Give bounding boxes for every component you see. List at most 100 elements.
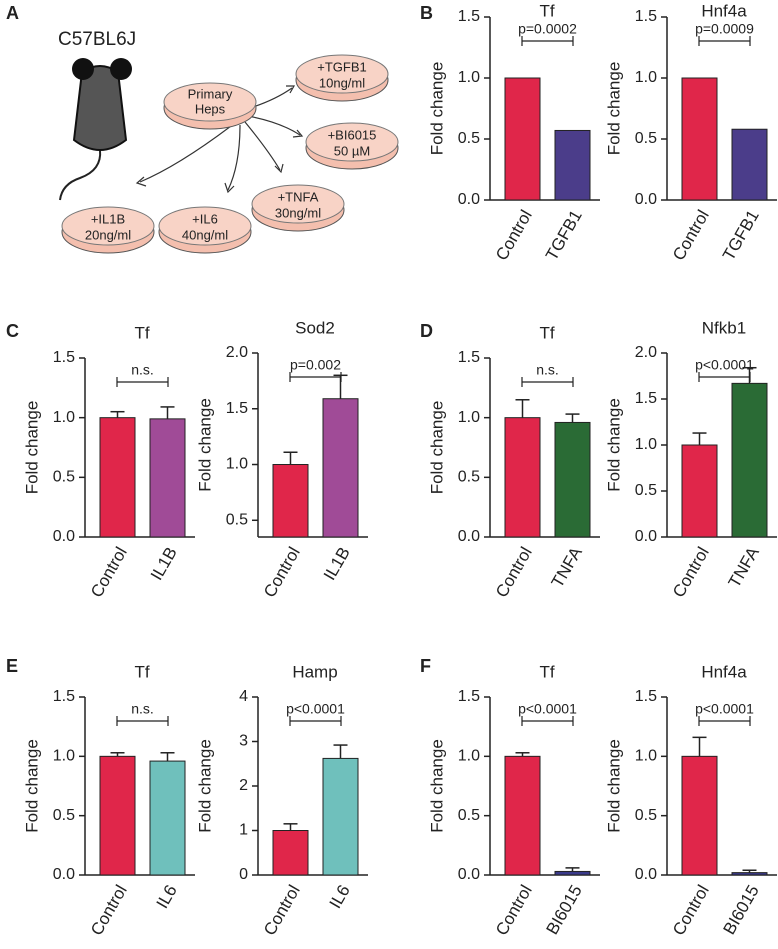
panel-label: B [420, 3, 433, 23]
significance-bracket [289, 716, 342, 726]
y-tick-label: 2 [239, 777, 248, 794]
y-axis-label: Fold change [427, 739, 446, 833]
y-tick-label: 0.5 [226, 511, 248, 528]
chart-title: Tf [134, 323, 149, 342]
panel-label: D [420, 321, 433, 341]
dish-label: Heps [195, 101, 226, 116]
y-tick-label: 1.0 [53, 409, 75, 426]
annotation: p<0.0001 [518, 701, 577, 717]
mouse [59, 58, 132, 201]
y-tick-label: 1.0 [635, 436, 657, 453]
chart-title: Tf [539, 662, 554, 681]
significance-bracket [698, 716, 751, 726]
y-axis-label: Fold change [22, 739, 41, 833]
y-tick-label: 0.5 [458, 130, 480, 147]
dish-label: +BI6015 [328, 127, 377, 142]
dish-label: 50 µM [334, 143, 370, 158]
panel-label: E [6, 656, 18, 676]
annotation: p=0.0002 [518, 21, 577, 37]
y-tick-label: 1.5 [458, 349, 480, 366]
y-axis-label: Fold change [195, 398, 214, 492]
chart-title: Tf [539, 1, 554, 20]
bar [322, 757, 359, 876]
bar [731, 382, 768, 538]
bar [504, 417, 541, 538]
y-tick-label: 0.5 [458, 469, 480, 486]
y-tick-label: 1.0 [226, 456, 248, 473]
y-tick-label: 1.0 [458, 69, 480, 86]
y-axis-label: Fold change [22, 401, 41, 495]
y-tick-label: 0 [239, 866, 248, 883]
chart-title: Hamp [292, 662, 337, 681]
strain-label: C57BL6J [58, 29, 136, 50]
y-tick-label: 1.0 [635, 748, 657, 765]
dish-label: 10ng/ml [319, 75, 365, 90]
y-tick-label: 2.0 [635, 344, 657, 361]
bar [681, 755, 718, 876]
x-tick-label: Control [492, 207, 536, 264]
dish-label: 30ng/ml [275, 205, 321, 220]
bar [554, 870, 591, 876]
bar [272, 830, 309, 876]
y-axis-label: Fold change [604, 739, 623, 833]
y-tick-label: 1.5 [635, 688, 657, 705]
y-tick-label: 1.5 [226, 400, 248, 417]
bar [99, 417, 136, 538]
annotation: p<0.0001 [286, 701, 345, 717]
x-tick-label: Control [669, 882, 713, 939]
x-tick-label: IL6 [326, 882, 354, 912]
dish-label: +IL1B [91, 211, 125, 226]
y-tick-label: 2.0 [226, 344, 248, 361]
y-tick-label: 1.0 [53, 748, 75, 765]
y-tick-label: 0.5 [635, 807, 657, 824]
dish-label: 20ng/ml [85, 227, 131, 242]
dish-label: +IL6 [192, 211, 218, 226]
chart-title: Sod2 [295, 318, 335, 337]
x-tick-label: Control [260, 544, 304, 601]
y-tick-label: 0.5 [635, 482, 657, 499]
y-tick-label: 0.0 [458, 866, 480, 883]
panel-label: A [6, 3, 19, 23]
y-axis-label: Fold change [604, 398, 623, 492]
dish-label: +TNFA [278, 189, 319, 204]
x-tick-label: IL6 [153, 882, 181, 912]
x-tick-label: TNFA [548, 543, 587, 591]
y-tick-label: 0.5 [53, 807, 75, 824]
y-tick-label: 0.0 [53, 866, 75, 883]
bar [554, 421, 591, 538]
y-tick-label: 4 [239, 688, 248, 705]
dish: +BI6015 50 µM [305, 122, 399, 170]
x-tick-label: BI6015 [542, 882, 585, 938]
y-tick-label: 0.0 [635, 191, 657, 208]
annotation: n.s. [536, 362, 559, 378]
annotation: p<0.0001 [695, 701, 754, 717]
dish-label: 40ng/ml [182, 227, 228, 242]
bar [272, 464, 309, 538]
bar [322, 398, 359, 538]
y-tick-label: 0.0 [53, 528, 75, 545]
x-tick-label: TGFB1 [719, 207, 763, 264]
chart-title: Hnf4a [701, 662, 747, 681]
x-tick-label: Control [669, 544, 713, 601]
y-tick-label: 1.5 [458, 688, 480, 705]
x-tick-label: TNFA [725, 543, 764, 591]
chart-title: Hnf4a [701, 1, 747, 20]
y-tick-label: 0.0 [458, 191, 480, 208]
annotation: n.s. [131, 362, 154, 378]
bar [504, 755, 541, 876]
x-tick-label: Control [260, 882, 304, 939]
y-tick-label: 1.5 [635, 390, 657, 407]
dish-label: Primary [188, 86, 233, 101]
dish-label: +TGFB1 [317, 59, 367, 74]
y-tick-label: 1.5 [635, 8, 657, 25]
dish: Primary Heps [163, 82, 257, 130]
dish: +TGFB1 10ng/ml [295, 54, 389, 102]
bar [149, 418, 186, 538]
diagram: C57BL6J Primary Heps +TGFB1 10ng/ml [58, 29, 399, 254]
significance-bracket [521, 377, 574, 387]
arrows [135, 85, 304, 194]
y-tick-label: 1.0 [458, 409, 480, 426]
dish: +IL1B 20ng/ml [61, 206, 155, 254]
chart-title: Nfkb1 [702, 318, 746, 337]
